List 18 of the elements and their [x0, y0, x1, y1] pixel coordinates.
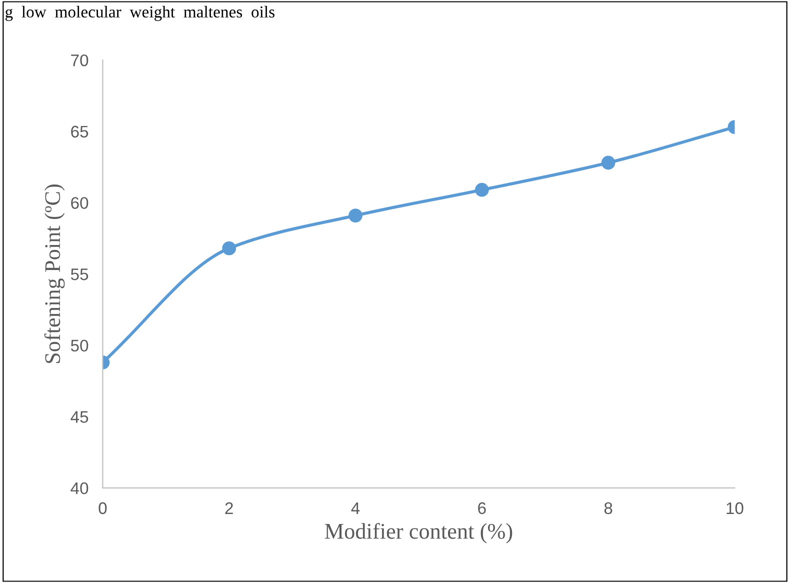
y-tick-label: 45: [70, 411, 88, 423]
point: [474, 182, 489, 197]
x-tick-label: 6: [478, 502, 486, 514]
x-tick-label: 0: [98, 502, 107, 514]
x-axis-title: Modifier content (%): [324, 522, 512, 544]
y-tick-label: 40: [70, 482, 88, 494]
x-tick-label: 4: [351, 502, 360, 514]
x-tick-label: 8: [604, 502, 612, 514]
text: g low molecular weight maltenes oils: [5, 6, 274, 21]
y-axis-title: Softening Point (ºC): [44, 184, 65, 364]
y-tick-label: 50: [70, 340, 88, 352]
y-tick-label: 65: [71, 126, 88, 138]
y-tick-label: 70: [71, 54, 88, 66]
y-tick-label: 55: [70, 268, 88, 280]
y-tick-label: 60: [71, 197, 88, 209]
x-tick-label: 10: [726, 502, 744, 514]
x-tick-label: 2: [225, 502, 233, 514]
point: [348, 208, 362, 222]
